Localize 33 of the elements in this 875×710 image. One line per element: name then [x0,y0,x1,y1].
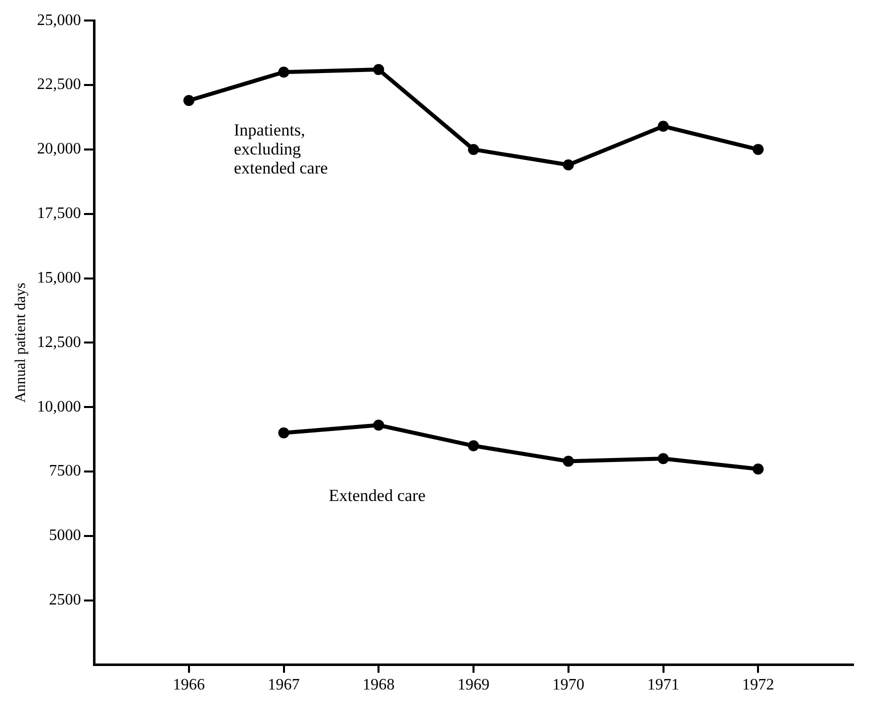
y-tick-label: 22,500 [37,76,81,94]
point [562,159,574,170]
x-tick-label: 1972 [742,676,774,694]
y-tick-label: 17,500 [37,205,81,222]
point [468,440,479,452]
x-tick-label: 1970 [552,676,584,694]
point [562,456,574,467]
y-tick-label: 20,000 [37,140,81,158]
y-tick-label: 5000 [49,527,81,544]
point [183,94,194,106]
point [658,120,669,132]
x-tick-label: 1971 [647,676,680,694]
y-tick-label: 2500 [49,592,81,609]
y-tick-label: 15,000 [37,269,81,286]
y-tick-label: 12,500 [37,334,81,351]
point [278,427,290,438]
point [373,420,384,431]
text: Extended care [328,486,426,505]
point [373,64,384,76]
y-tick-label: 7500 [49,462,81,480]
x-tick-label: 1968 [362,676,395,694]
point [658,453,669,464]
y-tick-label: 25,000 [37,12,81,29]
x-tick-label: 1969 [458,676,490,694]
point [468,144,479,155]
y-tick-label: 10,000 [37,398,81,416]
point [278,66,290,78]
point [752,144,764,155]
series-label: Inpatients, excluding extended care [234,120,328,178]
y-axis-title: Annual patient days [12,282,29,403]
point [752,463,764,474]
x-tick-label: 1966 [172,676,205,694]
x-tick-label: 1967 [268,676,300,694]
